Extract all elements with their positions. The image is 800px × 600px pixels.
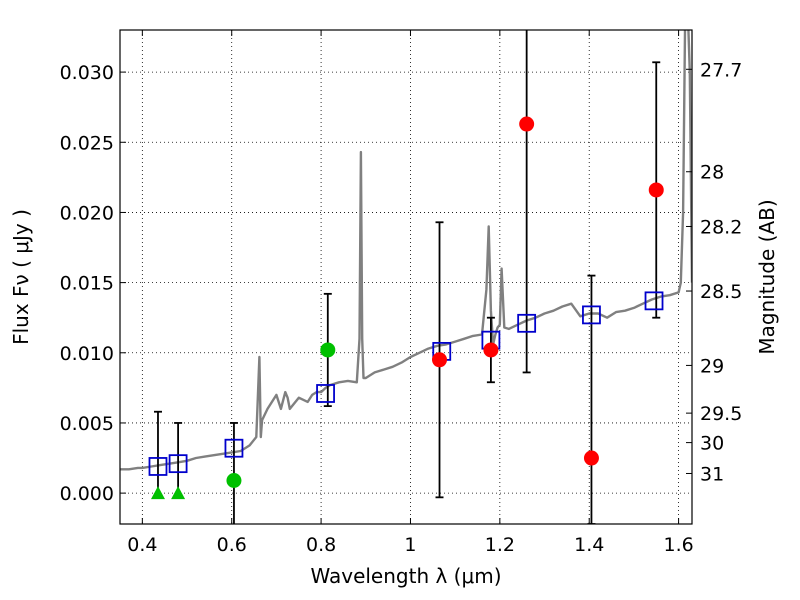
y2-axis-label: Magnitude (AB): [755, 199, 779, 354]
x-axis-label: Wavelength λ (μm): [310, 564, 501, 588]
axis-ticks: [120, 30, 692, 524]
upper-limit-triangle: [150, 486, 165, 500]
y2-tick-label: 29.5: [700, 403, 742, 425]
y-tick-label: 0.030: [60, 62, 114, 84]
y-tick-label: 0.005: [60, 413, 114, 435]
y-tick-label: 0.000: [60, 483, 114, 505]
model-photometry-square: [148, 457, 168, 476]
red-detection-point: [432, 352, 448, 368]
x-tick-label: 0.8: [306, 534, 336, 556]
y-tick-label: 0.010: [60, 343, 114, 365]
green-detection-point: [320, 342, 336, 358]
red-detection-point: [583, 450, 599, 466]
x-tick-label: 0.6: [217, 534, 247, 556]
y-tick-label: 0.025: [60, 132, 114, 154]
y2-tick-label: 28.2: [700, 216, 742, 238]
model-photometry-square: [168, 454, 188, 474]
red-detection-point: [648, 182, 664, 198]
model-photometry-square: [644, 291, 664, 311]
y-tick-label: 0.020: [60, 202, 114, 224]
model-photometry-square: [316, 384, 335, 403]
y-tick-label: 0.015: [60, 273, 114, 295]
x-tick-label: 1.4: [574, 534, 604, 556]
y2-tick-label: 31: [700, 463, 724, 485]
red-detection-point: [483, 342, 499, 358]
x-tick-label: 1.2: [485, 534, 515, 556]
upper-limit-triangle: [171, 486, 186, 500]
green-detection-point: [226, 472, 242, 488]
model-spectrum-line: [120, 30, 692, 471]
model-photometry-square: [517, 313, 537, 333]
model-photometry-square: [224, 438, 244, 458]
y2-tick-label: 28: [700, 162, 724, 184]
y2-tick-label: 30: [700, 433, 724, 455]
plot-frame: [119, 29, 693, 525]
tick-labels: 0.4 0.6 0.8 1 1.2 1.4 1.6 0.000 0.005 0.010 0.015 0…: [60, 59, 743, 556]
y-axis-label: Flux Fν ( μJy ): [9, 209, 33, 345]
x-tick-label: 1: [404, 534, 416, 556]
y2-tick-label: 27.7: [700, 59, 742, 81]
grid-lines: [120, 30, 692, 524]
y2-tick-label: 28.5: [700, 281, 742, 303]
red-detection-point: [519, 116, 535, 132]
model-photometry-square: [582, 305, 601, 325]
plot-area: [120, 30, 692, 524]
x-tick-label: 0.4: [127, 534, 157, 556]
x-tick-label: 1.6: [663, 534, 693, 556]
y2-tick-label: 29: [700, 355, 724, 377]
